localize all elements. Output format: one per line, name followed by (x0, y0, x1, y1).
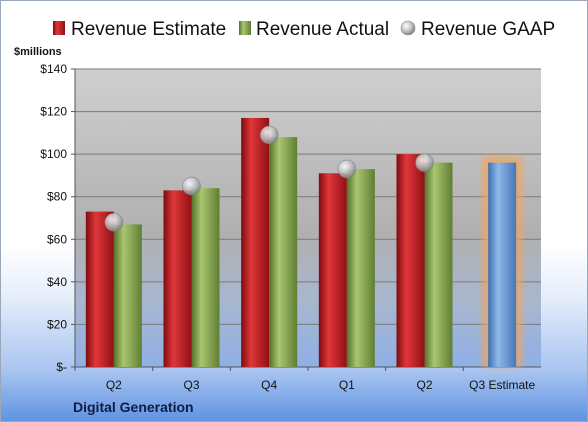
plot-area (75, 69, 541, 367)
y-tick-label: $40 (47, 275, 67, 289)
x-tick-label: Q2 (106, 378, 122, 392)
bar-revenue-actual (191, 188, 220, 367)
bar-revenue-estimate (241, 117, 270, 367)
bar-revenue-actual (424, 162, 453, 367)
y-tick-label: $120 (40, 105, 67, 119)
bar-q3-estimate (488, 162, 517, 367)
marker-revenue-gaap (337, 159, 357, 179)
legend-label-revenue-gaap: Revenue GAAP (421, 19, 555, 40)
bars (85, 117, 523, 367)
bar-revenue-actual (113, 224, 142, 367)
legend-swatch-revenue-actual (239, 21, 251, 35)
bar-revenue-actual (269, 137, 298, 367)
bar-revenue-estimate (163, 190, 192, 367)
bar-revenue-estimate (318, 173, 347, 367)
bar-revenue-estimate (85, 211, 114, 367)
legend: Revenue Estimate Revenue Actual Revenue … (53, 19, 555, 40)
gaap-markers (104, 125, 434, 232)
y-tick-label: $80 (47, 190, 67, 204)
bar-revenue-actual (346, 169, 375, 367)
x-tick-label: Q3 Estimate (469, 378, 535, 392)
legend-label-revenue-estimate: Revenue Estimate (71, 19, 226, 40)
axes: $- $20 $40 $60 $80 $100 $120 $140 Q2 Q3 Q4 Q1 Q2 Q3 E… (40, 62, 535, 392)
legend-swatch-revenue-estimate (53, 21, 65, 35)
legend-marker-revenue-gaap (400, 20, 416, 36)
y-tick-label: $100 (40, 147, 67, 161)
y-tick-label: $20 (47, 317, 67, 331)
marker-revenue-gaap (259, 125, 279, 145)
x-tick-label: Q4 (261, 378, 277, 392)
marker-revenue-gaap (104, 212, 124, 232)
marker-revenue-gaap (182, 176, 201, 196)
gridlines (75, 68, 541, 368)
y-tick-label: $60 (47, 232, 67, 246)
bar-revenue-estimate (396, 154, 425, 367)
x-tick-label: Q3 (183, 378, 199, 392)
marker-revenue-gaap (415, 153, 434, 172)
footer-label: Digital Generation (73, 399, 194, 415)
y-tick-label: $- (56, 360, 67, 374)
legend-label-revenue-actual: Revenue Actual (256, 19, 389, 40)
x-tick-label: Q2 (416, 378, 432, 392)
x-tick-label: Q1 (339, 378, 355, 392)
y-tick-label: $140 (40, 62, 67, 76)
units-label: $millions (14, 46, 62, 58)
